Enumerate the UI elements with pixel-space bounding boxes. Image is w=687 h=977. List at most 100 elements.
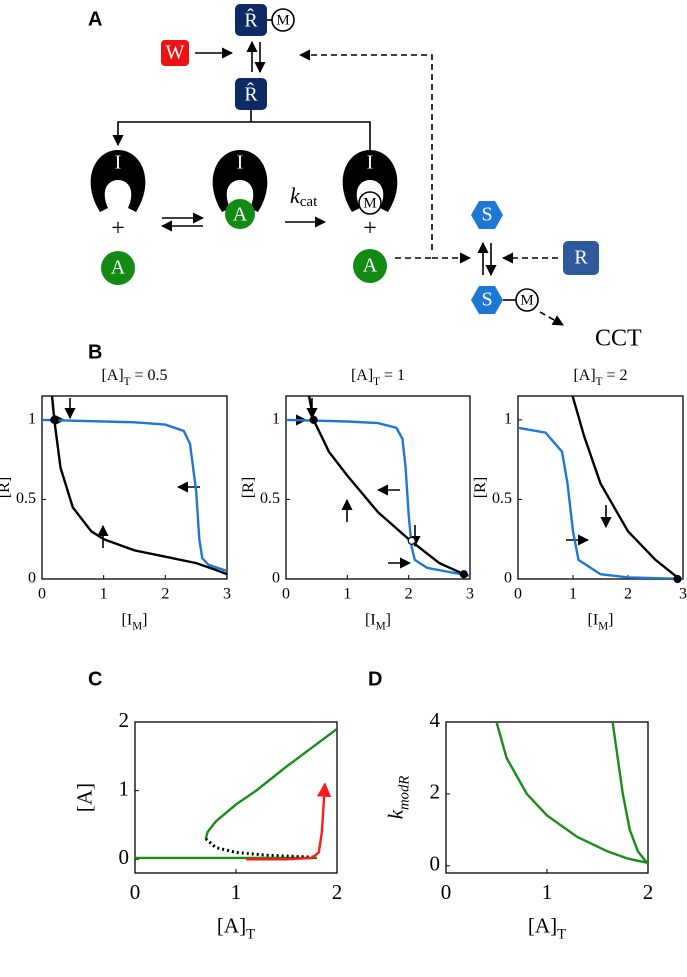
curve	[307, 396, 465, 576]
x-tick-label: 1	[100, 586, 108, 603]
cat: cat	[300, 194, 318, 210]
axes-frame	[517, 395, 684, 580]
chart: 0 1 2 3 0 0.5 1 [A]T = 0.5 [IM] [R]	[0, 367, 231, 633]
chart-title: [A]T = 2	[573, 367, 627, 388]
x-tick-label: 2	[161, 586, 169, 603]
r-hat-label: R̂	[244, 8, 258, 32]
m-label: M	[520, 292, 533, 308]
x-tick-label: 3	[679, 586, 687, 603]
y-axis-label: [R]	[240, 477, 257, 498]
panel-label: C	[88, 668, 102, 690]
label-part: [R]	[240, 477, 257, 498]
label-part: M	[376, 620, 386, 632]
curve	[204, 727, 337, 840]
curve	[611, 722, 648, 865]
axes-frame	[41, 395, 228, 580]
curve	[246, 782, 332, 861]
x-axis-label: [IM]	[588, 611, 614, 632]
enzyme: I	[212, 150, 268, 212]
label-part: T	[596, 376, 603, 388]
axes-frame	[134, 721, 338, 874]
x-tick-label: 1	[542, 880, 553, 904]
label-part: T	[557, 927, 566, 943]
enzyme: I	[90, 150, 146, 212]
x-axis-label: [A]T	[528, 913, 566, 943]
label-part: [R]	[472, 477, 489, 498]
curve	[571, 396, 679, 579]
x-tick-label: 3	[466, 586, 474, 603]
y-tick-label: 4	[430, 708, 441, 732]
label-part: [A]	[217, 913, 246, 937]
label-part: M	[598, 620, 608, 632]
fixed-point	[673, 574, 682, 584]
s-label: S	[481, 204, 492, 226]
x-tick-label: 0	[441, 880, 452, 904]
y-tick-label: 0	[504, 570, 512, 587]
label-part: ]	[142, 611, 147, 628]
x-tick-label: 0	[282, 586, 290, 603]
label-part: [A]	[351, 367, 373, 384]
panel-label: A	[88, 8, 102, 30]
label-part: [A]	[573, 367, 595, 384]
k: k	[290, 183, 301, 208]
enzyme: I	[342, 150, 398, 212]
fixed-point	[407, 536, 416, 545]
y-tick-label: 0	[272, 570, 280, 587]
y-tick-label: 0.5	[260, 490, 280, 507]
cct-label: CCT	[595, 326, 642, 352]
y-tick-label: 1	[28, 411, 36, 428]
y-axis-label: kmodR	[384, 776, 414, 820]
label-part: [I	[122, 611, 133, 628]
w-box	[161, 40, 189, 66]
y-tick-label: 0	[119, 845, 130, 869]
x-tick-label: 0	[514, 586, 522, 603]
plus: +	[111, 216, 125, 242]
label-part: ]	[386, 611, 391, 628]
label-part: [R]	[0, 477, 13, 498]
label-part: M	[132, 620, 142, 632]
label-part: modR	[397, 776, 413, 810]
enzyme-label: I	[237, 152, 244, 174]
chart: 0 1 2 3 0 0.5 1 [A]T = 1 [IM] [R]	[240, 367, 474, 633]
y-tick-label: 1	[272, 411, 280, 428]
label-part: [I	[365, 611, 376, 628]
label-part: ]	[608, 611, 613, 628]
x-tick-label: 2	[405, 586, 413, 603]
y-tick-label: 0	[430, 852, 441, 876]
label-part: = 0.5	[131, 367, 168, 384]
chart-title: [A]T = 1	[351, 367, 405, 388]
y-tick-label: 0.5	[492, 490, 512, 507]
y-axis-label: [A]	[73, 783, 97, 812]
dashed-arrow	[298, 49, 433, 250]
w-label: W	[166, 42, 185, 64]
chart-title: [A]T = 0.5	[101, 367, 167, 388]
r-hat-box	[235, 4, 267, 36]
y-tick-label: 1	[119, 776, 130, 800]
s-hex	[471, 201, 503, 229]
x-tick-label: 2	[332, 880, 343, 904]
a-label: A	[233, 204, 248, 226]
curve	[50, 396, 227, 576]
curve	[204, 837, 317, 859]
panel-label: B	[88, 341, 102, 363]
m-circle	[515, 288, 539, 312]
label-part: T	[246, 927, 255, 943]
plus: +	[363, 216, 377, 242]
s-label: S	[481, 289, 492, 311]
x-tick-label: 1	[343, 586, 351, 603]
connector	[118, 110, 371, 150]
x-axis-label: [A]T	[217, 913, 255, 943]
fixed-point	[309, 415, 318, 424]
x-tick-label: 2	[643, 880, 654, 904]
y-tick-label: 0.5	[16, 490, 36, 507]
label-part: T	[373, 376, 380, 388]
enzyme-label: I	[367, 152, 374, 174]
y-axis-label: [R]	[472, 477, 489, 498]
label-part: T	[124, 376, 131, 388]
curve	[518, 426, 683, 579]
axes-frame	[285, 395, 471, 580]
label-part: = 2	[603, 367, 628, 384]
x-tick-label: 3	[223, 586, 231, 603]
dashed-arrow	[539, 311, 564, 326]
